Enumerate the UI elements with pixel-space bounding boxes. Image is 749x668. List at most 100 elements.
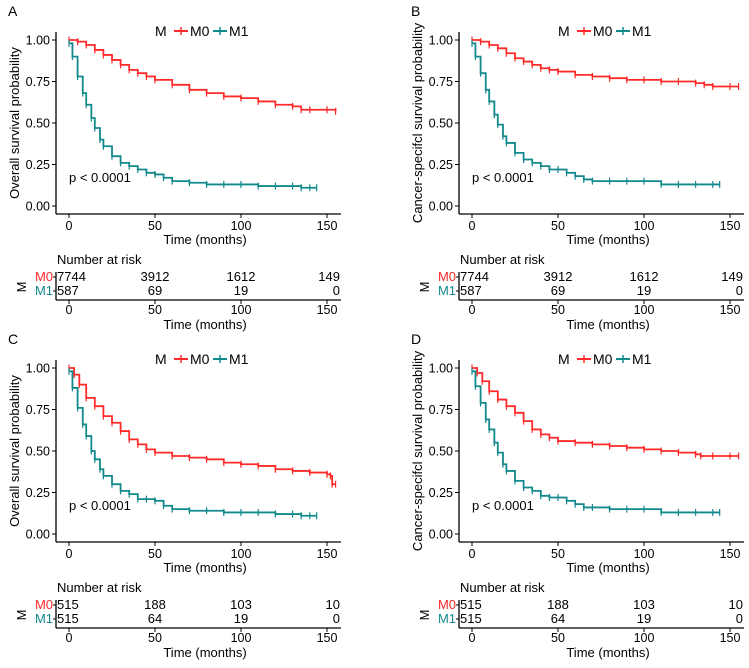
panel-label: A xyxy=(8,3,18,19)
survival-curve-m0 xyxy=(69,39,337,112)
series-m1 xyxy=(68,367,318,520)
x-tick-label: 100 xyxy=(634,547,655,561)
risk-x-tick-label: 150 xyxy=(720,631,741,645)
risk-count: 10 xyxy=(326,597,340,612)
x-tick-label: 150 xyxy=(317,219,338,233)
legend: M M0 M1 xyxy=(558,351,652,367)
y-axis-title: Cancer-specifcl survival probability xyxy=(410,22,425,223)
y-tick-label: 0.50 xyxy=(429,445,453,459)
y-tick-label: 1.00 xyxy=(26,34,50,48)
risk-count: 19 xyxy=(637,283,651,298)
x-tick-label: 150 xyxy=(317,547,338,561)
series-m0 xyxy=(471,364,740,460)
y-tick-label: 0.75 xyxy=(26,403,50,417)
risk-count: 515 xyxy=(57,597,79,612)
x-tick-label: 150 xyxy=(720,219,741,233)
risk-row-label-m0: M0 xyxy=(35,597,53,612)
risk-count: 587 xyxy=(57,283,79,298)
survival-curve-m0 xyxy=(472,367,739,457)
risk-count: 19 xyxy=(234,611,248,626)
risk-count: 3912 xyxy=(544,269,573,284)
risk-count: 69 xyxy=(551,283,565,298)
risk-count: 19 xyxy=(637,611,651,626)
risk-row-label-m1: M1 xyxy=(438,611,456,626)
risk-count: 19 xyxy=(234,283,248,298)
risk-count: 7744 xyxy=(460,269,489,284)
series-m1 xyxy=(471,39,721,188)
x-axis-title: Time (months) xyxy=(163,560,246,575)
risk-x-tick-label: 100 xyxy=(231,631,252,645)
risk-count: 103 xyxy=(230,597,252,612)
y-tick-label: 0.50 xyxy=(26,445,50,459)
risk-count: 0 xyxy=(736,611,743,626)
risk-strata-title: M xyxy=(417,282,432,293)
risk-x-tick-label: 100 xyxy=(634,631,655,645)
series-m0 xyxy=(471,36,740,90)
risk-row-label-m1: M1 xyxy=(438,283,456,298)
legend-label-m0: M0 xyxy=(593,23,613,39)
risk-table: Number at risk M M0 515 188 103 10 M1 515 64 19 0 0 5… xyxy=(417,580,744,660)
risk-count: 10 xyxy=(729,597,743,612)
legend-label-m1: M1 xyxy=(632,351,652,367)
series-m0 xyxy=(68,36,337,115)
y-axis-title: Overall survival probability xyxy=(7,47,22,199)
risk-x-tick-label: 50 xyxy=(551,631,565,645)
risk-count: 0 xyxy=(736,283,743,298)
risk-x-tick-label: 50 xyxy=(148,303,162,317)
p-value-annotation: p < 0.0001 xyxy=(472,498,534,513)
survival-curve-m0 xyxy=(69,367,336,486)
legend-title: M xyxy=(558,23,570,39)
risk-table: Number at risk M M0 515 188 103 10 M1 515 64 19 0 0 5… xyxy=(14,580,341,660)
x-tick-label: 100 xyxy=(634,219,655,233)
x-axis-title: Time (months) xyxy=(566,560,649,575)
risk-count: 64 xyxy=(551,611,565,626)
risk-x-tick-label: 50 xyxy=(551,303,565,317)
y-tick-label: 0.00 xyxy=(429,200,453,214)
risk-table-title: Number at risk xyxy=(57,252,142,267)
risk-x-tick-label: 50 xyxy=(148,631,162,645)
y-tick-label: 0.25 xyxy=(429,486,453,500)
risk-count: 103 xyxy=(633,597,655,612)
x-tick-label: 0 xyxy=(469,547,476,561)
p-value-annotation: p < 0.0001 xyxy=(472,170,534,185)
p-value-annotation: p < 0.0001 xyxy=(69,498,131,513)
risk-count: 1612 xyxy=(630,269,659,284)
risk-x-axis-title: Time (months) xyxy=(163,317,246,332)
x-tick-label: 150 xyxy=(720,547,741,561)
risk-row-label-m1: M1 xyxy=(35,611,53,626)
legend-title: M xyxy=(558,351,570,367)
legend-label-m1: M1 xyxy=(229,23,249,39)
survival-curve-m1 xyxy=(472,42,720,186)
y-axis-title: Overall survival probability xyxy=(7,375,22,527)
risk-x-tick-label: 0 xyxy=(469,303,476,317)
risk-count: 0 xyxy=(333,283,340,298)
survival-curve-m0 xyxy=(472,39,739,88)
x-tick-label: 0 xyxy=(66,547,73,561)
legend: M M0 M1 xyxy=(155,23,249,39)
series-m1 xyxy=(68,39,318,192)
risk-count: 0 xyxy=(333,611,340,626)
risk-strata-title: M xyxy=(14,282,29,293)
y-tick-label: 0.25 xyxy=(26,158,50,172)
y-tick-label: 0.00 xyxy=(429,528,453,542)
x-axis-title: Time (months) xyxy=(566,232,649,247)
y-tick-label: 0.00 xyxy=(26,200,50,214)
y-tick-label: 0.00 xyxy=(26,528,50,542)
y-tick-label: 0.75 xyxy=(429,75,453,89)
risk-strata-title: M xyxy=(14,610,29,621)
y-tick-label: 0.25 xyxy=(26,486,50,500)
risk-table: Number at risk M M0 7744 3912 1612 149 M1 587 69 1… xyxy=(14,252,341,332)
risk-count: 188 xyxy=(144,597,166,612)
risk-x-axis-title: Time (months) xyxy=(163,645,246,660)
risk-count: 149 xyxy=(318,269,340,284)
y-tick-label: 0.75 xyxy=(429,403,453,417)
panel-label: D xyxy=(411,331,421,347)
y-tick-label: 1.00 xyxy=(429,362,453,376)
risk-table: Number at risk M M0 7744 3912 1612 149 M1 587 69 1… xyxy=(417,252,744,332)
risk-count: 64 xyxy=(148,611,162,626)
risk-count: 69 xyxy=(148,283,162,298)
x-tick-label: 50 xyxy=(148,547,162,561)
risk-x-tick-label: 0 xyxy=(469,631,476,645)
risk-x-tick-label: 0 xyxy=(66,303,73,317)
